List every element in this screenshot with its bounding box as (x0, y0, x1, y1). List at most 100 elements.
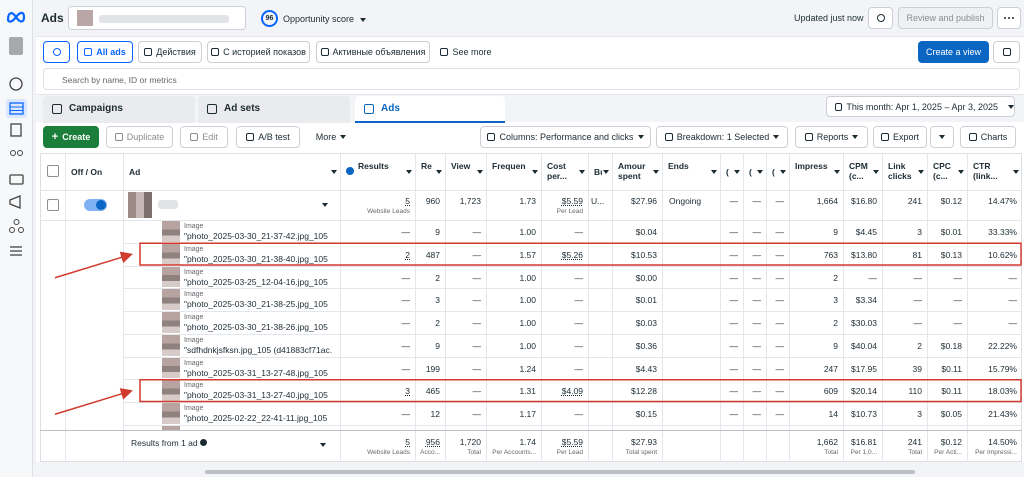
edit-button[interactable]: Edit (180, 126, 228, 148)
avatar[interactable] (9, 37, 23, 55)
date-range-text[interactable]: This month: Apr 1, 2025 – Apr 3, 2025 (846, 101, 998, 112)
search-toggle[interactable] (43, 41, 70, 63)
create-view-button[interactable]: Create a view (918, 41, 989, 63)
filter-label[interactable]: Активные объявления (332, 47, 426, 57)
ad-name[interactable]: "photo_2025-03-30_21-37-42.jpg_105 (184, 231, 328, 241)
ad-name[interactable]: "photo_2025-03-30_21-38-40.jpg_105 (184, 253, 328, 264)
ad-name[interactable]: "photo_2025-03-31_13-27-48.jpg_105 (184, 367, 328, 378)
filter-label[interactable]: All ads (96, 47, 126, 57)
sort-caret (477, 170, 483, 174)
create-label[interactable]: Create (62, 132, 91, 142)
export-button[interactable]: Export (873, 126, 927, 148)
review-publish-button[interactable]: Review and publish (898, 7, 993, 29)
ab-test-button[interactable]: A/B test (236, 126, 300, 148)
refresh-button[interactable] (868, 7, 893, 29)
account-selector[interactable] (68, 6, 246, 30)
footer-divider (40, 430, 1022, 431)
ad-name[interactable]: "photo_2025-03-31_13-27-40.jpg_105 (184, 390, 328, 401)
on-off-toggle[interactable] (84, 199, 107, 211)
columns-button[interactable]: Columns: Performance and clicks (480, 126, 651, 148)
nav-icon[interactable] (9, 102, 24, 115)
column-header[interactable]: Amour spent (618, 161, 646, 181)
duplicate-label[interactable]: Duplicate (126, 132, 165, 142)
filter-chip[interactable]: С историей показов (207, 41, 310, 63)
breakdown-label[interactable]: Breakdown: 1 Selected (676, 132, 770, 142)
nav-icon[interactable] (9, 174, 24, 185)
filter-chip[interactable]: Действия (138, 41, 202, 63)
more-label[interactable]: More (315, 132, 337, 142)
duplicate-button[interactable]: Duplicate (106, 126, 173, 148)
column-header[interactable]: Ad (129, 167, 141, 177)
charts-label[interactable]: Charts (980, 132, 1008, 142)
column-header[interactable]: Ends (668, 161, 689, 171)
filter-chip[interactable]: Активные объявления (316, 41, 430, 63)
nav-icon[interactable] (10, 150, 16, 156)
reports-button[interactable]: Reports (795, 126, 868, 148)
column-header[interactable]: Cost per... (547, 161, 567, 181)
column-divider (123, 153, 124, 462)
column-header[interactable]: CPM (c... (849, 161, 868, 181)
column-header[interactable]: Bu (594, 167, 602, 177)
export-menu-button[interactable] (930, 126, 954, 148)
date-range-picker[interactable]: This month: Apr 1, 2025 – Apr 3, 2025 (826, 96, 1015, 117)
nav-icon[interactable] (10, 123, 22, 137)
table-cell: $0.01 (940, 227, 962, 237)
ad-name[interactable]: "photo_2025-03-30_21-38-26.jpg_105 (184, 322, 328, 332)
column-header[interactable]: Off / On (71, 167, 103, 177)
table-cell: 1.00 (519, 227, 536, 237)
filter-chip[interactable]: All ads (77, 41, 133, 63)
view-settings-button[interactable] (993, 41, 1020, 63)
nav-icon[interactable] (9, 195, 21, 209)
table-cell: — (775, 295, 785, 306)
edit-label[interactable]: Edit (202, 132, 218, 142)
select-all-checkbox[interactable] (47, 165, 59, 177)
search-input[interactable]: Search by name, ID or metrics (43, 68, 1020, 90)
filter-label[interactable]: Действия (156, 47, 196, 57)
more-options-button[interactable] (997, 7, 1021, 29)
nav-icon[interactable] (9, 77, 23, 91)
column-header[interactable]: Re (421, 161, 432, 171)
ad-name[interactable]: "photo_2025-03-25_12-04-16.jpg_105 (184, 276, 328, 287)
row-checkbox[interactable] (47, 199, 59, 211)
score-badge[interactable]: 96 (261, 10, 278, 27)
more-button[interactable]: More (307, 126, 355, 148)
column-header[interactable]: ( (749, 167, 752, 177)
column-header[interactable]: ( (772, 167, 775, 177)
reports-label[interactable]: Reports (816, 132, 849, 142)
column-header[interactable]: Impress (795, 161, 828, 171)
column-header[interactable]: CTR (link... (973, 161, 998, 181)
column-header[interactable]: View (451, 161, 471, 171)
column-header[interactable]: CPC (c... (933, 161, 951, 181)
columns-label[interactable]: Columns: Performance and clicks (499, 132, 634, 142)
export-label[interactable]: Export (892, 132, 919, 142)
table-cell: — (401, 409, 411, 419)
breakdown-button[interactable]: Breakdown: 1 Selected (656, 126, 788, 148)
column-header[interactable]: Results (358, 161, 389, 171)
table-cell: $5.26 (561, 249, 583, 260)
meta-logo[interactable] (6, 11, 26, 23)
tab[interactable]: Campaigns (43, 96, 195, 123)
column-header[interactable]: Link clicks (888, 161, 912, 181)
column-header[interactable]: Frequen (492, 161, 526, 171)
tab-label[interactable]: Campaigns (69, 103, 123, 114)
column-header[interactable]: ( (726, 167, 729, 177)
tab[interactable]: Ad sets (198, 96, 350, 123)
ad-name[interactable]: "photo_2025-03-30_21-38-25.jpg_105 (184, 299, 328, 310)
filter-label[interactable]: See more (452, 47, 492, 57)
table-cell: — (752, 386, 762, 397)
tab[interactable]: Ads (355, 96, 505, 123)
tab-label[interactable]: Ad sets (224, 103, 261, 114)
score-text[interactable]: Opportunity score (283, 14, 355, 24)
ad-name[interactable]: "photo_2025-02-22_22-41-11.jpg_105 (184, 413, 328, 423)
ab-test-label[interactable]: A/B test (258, 132, 290, 142)
table-cell: $4.09 (561, 386, 583, 397)
score-label[interactable]: Opportunity score (283, 14, 366, 24)
horizontal-scrollbar[interactable] (205, 470, 915, 474)
tab-label[interactable]: Ads (381, 103, 400, 114)
filter-label[interactable]: С историей показов (223, 47, 306, 57)
ad-name[interactable]: "sdfhdnkjsfksn.jpg_105 (d41883cf71ac... (184, 344, 332, 355)
create-button[interactable]: + Create (43, 126, 99, 148)
nav-icon[interactable] (9, 227, 15, 233)
filter-chip[interactable]: See more (436, 41, 496, 63)
charts-button[interactable]: Charts (960, 126, 1016, 148)
